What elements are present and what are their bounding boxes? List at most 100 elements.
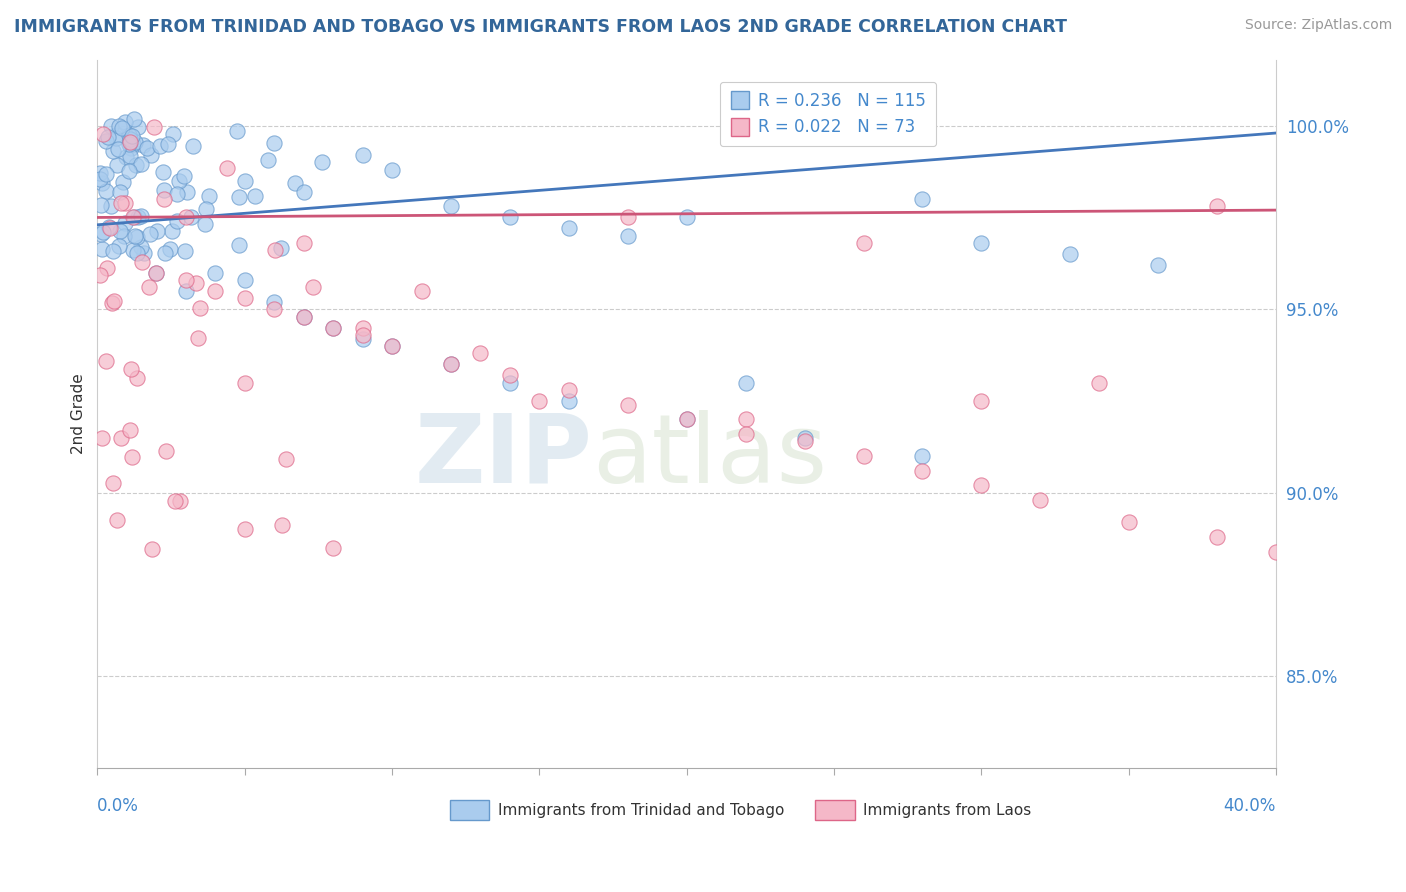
Point (98, 221, 121, 235)
Point (174, 244, 197, 258)
Point (1118, 515, 1140, 529)
Point (100, 199, 122, 213)
Point (204, 266, 226, 280)
Text: ZIP: ZIP (415, 409, 592, 503)
Point (129, 157, 152, 171)
Point (852, 449, 875, 463)
Point (91, 225, 114, 239)
Point (96, 260, 118, 275)
Point (970, 394, 993, 409)
Point (127, 370, 149, 384)
Point (174, 211, 197, 225)
Point (162, 127, 184, 141)
Point (617, 398, 640, 412)
Point (94, 184, 117, 198)
Point (1088, 376, 1111, 390)
Point (793, 434, 815, 449)
Point (89, 166, 111, 180)
Point (134, 246, 156, 260)
Point (111, 175, 134, 189)
Point (101, 244, 124, 258)
Point (173, 169, 195, 183)
Point (852, 236, 875, 251)
Point (233, 291, 256, 305)
Point (263, 302, 285, 317)
Point (1059, 247, 1081, 261)
Point (233, 273, 256, 287)
Point (145, 266, 167, 280)
Point (114, 150, 136, 164)
Point (233, 174, 256, 188)
Point (187, 331, 209, 345)
Legend: R = 0.236   N = 115, R = 0.022   N = 73: R = 0.236 N = 115, R = 0.022 N = 73 (720, 82, 936, 146)
Point (121, 136, 143, 151)
Text: Source: ZipAtlas.com: Source: ZipAtlas.com (1244, 18, 1392, 32)
Point (155, 444, 177, 458)
Point (100, 120, 122, 134)
Point (122, 210, 145, 224)
Point (440, 357, 463, 371)
Point (292, 310, 315, 324)
Point (352, 327, 374, 342)
Point (1265, 544, 1288, 558)
Point (292, 185, 315, 199)
Point (124, 158, 146, 172)
Point (90, 198, 112, 212)
Point (217, 161, 239, 176)
Point (823, 126, 845, 140)
Point (159, 243, 181, 257)
Point (411, 284, 433, 298)
Point (105, 158, 128, 172)
Point (145, 266, 167, 280)
Point (264, 243, 287, 257)
Point (142, 120, 165, 134)
Point (107, 142, 129, 156)
Point (257, 153, 280, 167)
Point (153, 192, 176, 206)
Point (970, 236, 993, 251)
Point (120, 141, 142, 155)
Point (156, 137, 179, 152)
Point (89, 172, 111, 186)
Point (180, 211, 202, 225)
Point (558, 383, 581, 397)
Point (152, 164, 174, 178)
Point (114, 195, 136, 210)
Point (470, 346, 492, 360)
Point (94, 134, 117, 148)
Point (153, 246, 176, 260)
Point (118, 423, 141, 437)
Point (104, 128, 127, 143)
Point (105, 513, 128, 527)
Point (440, 357, 463, 371)
Point (263, 294, 285, 309)
Point (381, 339, 404, 353)
Point (163, 494, 186, 508)
Point (226, 123, 249, 137)
Point (184, 277, 207, 291)
Point (166, 214, 188, 228)
Point (120, 132, 142, 146)
Point (675, 412, 697, 426)
Point (197, 189, 219, 203)
Point (166, 187, 188, 202)
Point (793, 431, 815, 445)
Point (127, 210, 149, 224)
Point (110, 432, 132, 446)
Point (91, 431, 114, 445)
Point (617, 211, 640, 225)
Point (284, 176, 307, 190)
Point (127, 120, 149, 134)
Point (174, 284, 197, 298)
Point (233, 523, 256, 537)
Point (118, 137, 141, 152)
Point (108, 224, 131, 238)
Point (108, 120, 131, 134)
Point (105, 130, 128, 145)
Point (292, 236, 315, 251)
Point (114, 216, 136, 230)
Point (127, 229, 149, 244)
Point (141, 148, 163, 162)
Point (139, 227, 162, 241)
Point (322, 541, 344, 555)
